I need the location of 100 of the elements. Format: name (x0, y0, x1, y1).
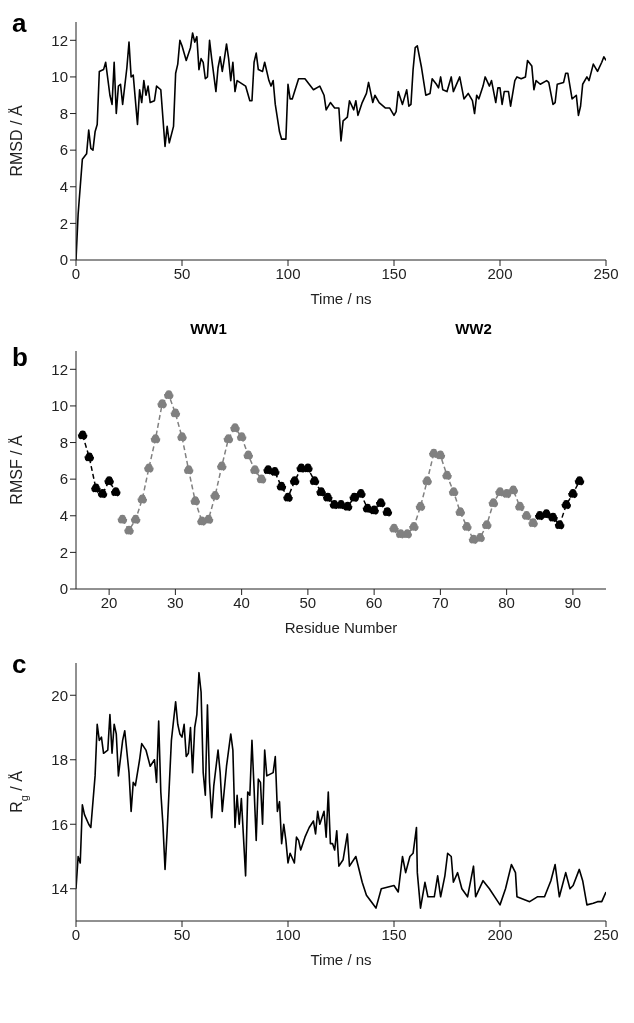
y-tick-label: 4 (59, 178, 68, 196)
point (217, 461, 227, 472)
point (435, 450, 446, 461)
x-tick-label: 0 (71, 264, 81, 282)
x-tick-label: 200 (487, 264, 513, 282)
point (97, 489, 108, 499)
point (256, 474, 267, 484)
point (137, 494, 147, 505)
x-tick-label: 20 (100, 593, 118, 611)
point (250, 465, 260, 475)
point (382, 507, 393, 517)
y-tick-label: 18 (51, 751, 68, 769)
point (349, 492, 359, 503)
point (223, 434, 234, 444)
point (475, 532, 485, 543)
y-tick-label: 8 (59, 433, 68, 451)
y-tick-label: 6 (59, 470, 68, 488)
point (409, 522, 419, 532)
y-tick-label: 4 (59, 507, 68, 525)
point (283, 492, 293, 503)
point (495, 487, 505, 497)
point (501, 489, 512, 499)
y-tick-label: 12 (51, 31, 68, 49)
point (548, 512, 558, 523)
point (243, 450, 253, 461)
x-tick-label: 150 (381, 925, 407, 943)
point (508, 485, 518, 495)
point (164, 390, 174, 400)
point (389, 523, 399, 534)
x-tick-label: 60 (365, 593, 383, 611)
x-tick-label: 100 (275, 264, 301, 282)
y-tick-label: 12 (51, 360, 68, 378)
point (263, 465, 273, 475)
y-tick-label: 6 (59, 141, 68, 159)
point (369, 505, 379, 516)
point (144, 463, 154, 473)
point (488, 498, 499, 508)
y-tick-label: 10 (51, 397, 68, 415)
point (309, 476, 320, 486)
point (455, 507, 465, 517)
point (462, 522, 472, 532)
point (210, 490, 220, 501)
y-tick-label: 2 (59, 543, 68, 561)
point (336, 500, 346, 510)
point (170, 408, 181, 418)
chart-title: c (12, 649, 27, 680)
point (442, 470, 452, 481)
y-tick-label: 2 (59, 214, 68, 232)
point (323, 492, 333, 503)
y-tick-label: 14 (51, 880, 68, 898)
point (448, 487, 459, 497)
point (521, 511, 532, 521)
point (342, 501, 353, 512)
point (541, 509, 552, 519)
x-tick-label: 200 (487, 925, 513, 943)
x-tick-label: 50 (173, 264, 191, 282)
y-tick-label: 0 (59, 580, 68, 598)
point (528, 518, 538, 528)
point (130, 514, 141, 525)
point (124, 525, 134, 536)
x-tick-label: 50 (299, 593, 317, 611)
y-tick-label: 10 (51, 68, 68, 86)
point (183, 465, 194, 475)
x-tick-label: 250 (593, 264, 619, 282)
point (150, 434, 161, 444)
line-series (76, 671, 606, 909)
point (561, 500, 571, 510)
y-tick-label: 0 (59, 251, 68, 269)
point (157, 399, 167, 409)
point (111, 487, 121, 497)
point (376, 498, 386, 508)
point (554, 520, 565, 530)
x-tick-label: 80 (498, 593, 515, 611)
point (104, 476, 114, 486)
x-tick-label: 100 (275, 925, 301, 943)
point (422, 476, 432, 486)
y-tick-label: 16 (51, 815, 68, 833)
point (177, 432, 187, 442)
point (289, 476, 300, 486)
point (236, 432, 247, 442)
point (230, 423, 240, 433)
x-axis-title: Residue Number (284, 619, 398, 636)
point (515, 501, 525, 512)
point (415, 501, 426, 512)
point (77, 430, 88, 440)
text: WW2 (455, 320, 492, 337)
x-tick-label: 0 (71, 925, 81, 943)
point (91, 483, 101, 494)
x-tick-label: 40 (233, 593, 250, 611)
x-tick-label: 250 (593, 925, 619, 943)
x-tick-label: 50 (173, 925, 191, 943)
y-axis-title: RMSF / Å (7, 435, 25, 505)
y-tick-label: 8 (59, 104, 68, 122)
y-axis-title: RMSD / Å (7, 105, 25, 177)
x-tick-label: 150 (381, 264, 407, 282)
point (117, 514, 128, 525)
point (574, 476, 585, 486)
text: WW1 (190, 320, 227, 337)
x-axis-title: Time / ns (310, 290, 372, 307)
chart-title: a (12, 8, 27, 39)
